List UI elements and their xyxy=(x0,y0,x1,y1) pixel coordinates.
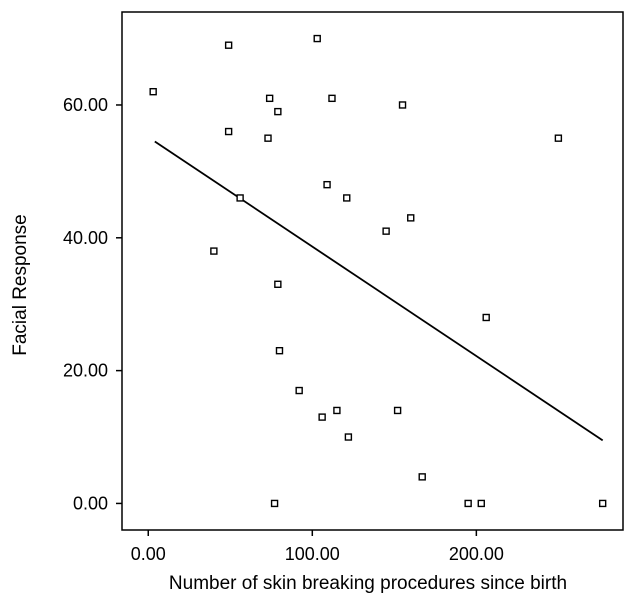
axis-ticks: 0.00 100.00 200.00 0.00 20.00 40.00 60.00 xyxy=(63,95,504,564)
data-point xyxy=(343,194,351,202)
data-point xyxy=(295,386,303,395)
data-point xyxy=(236,194,244,202)
y-tick-label: 40.00 xyxy=(63,228,108,248)
data-point xyxy=(393,406,402,415)
data-point xyxy=(477,499,485,508)
data-point xyxy=(318,413,326,421)
data-point xyxy=(274,280,282,288)
data-point xyxy=(382,227,390,235)
data-point xyxy=(598,499,607,508)
data-point xyxy=(407,214,415,222)
data-point xyxy=(265,94,274,103)
data-point xyxy=(210,247,218,255)
regression-line xyxy=(154,140,604,442)
data-point xyxy=(328,94,336,103)
x-axis-title: Number of skin breaking procedures since… xyxy=(169,573,567,594)
data-point xyxy=(224,41,233,49)
data-point xyxy=(149,87,157,96)
y-tick-label: 60.00 xyxy=(63,95,108,115)
data-point xyxy=(464,499,472,508)
data-point xyxy=(275,346,284,355)
data-point xyxy=(313,34,321,43)
data-point xyxy=(344,433,353,441)
x-tick-label: 100.00 xyxy=(285,544,340,564)
x-tick-label: 200.00 xyxy=(449,544,504,564)
data-point xyxy=(264,134,272,142)
data-point xyxy=(418,473,426,481)
data-point xyxy=(323,180,331,189)
data-point xyxy=(398,101,407,109)
fit-line-group xyxy=(154,140,604,442)
data-point xyxy=(333,406,341,415)
data-point xyxy=(482,313,490,322)
y-tick-label: 20.00 xyxy=(63,361,108,381)
data-point xyxy=(274,107,282,116)
y-axis-title: Facial Response xyxy=(10,214,31,356)
data-point xyxy=(554,134,563,142)
data-point xyxy=(224,127,233,136)
data-points xyxy=(149,34,607,508)
plot-frame xyxy=(121,11,624,531)
data-point xyxy=(270,499,279,508)
x-tick-label: 0.00 xyxy=(131,544,166,564)
y-tick-label: 0.00 xyxy=(73,493,108,513)
